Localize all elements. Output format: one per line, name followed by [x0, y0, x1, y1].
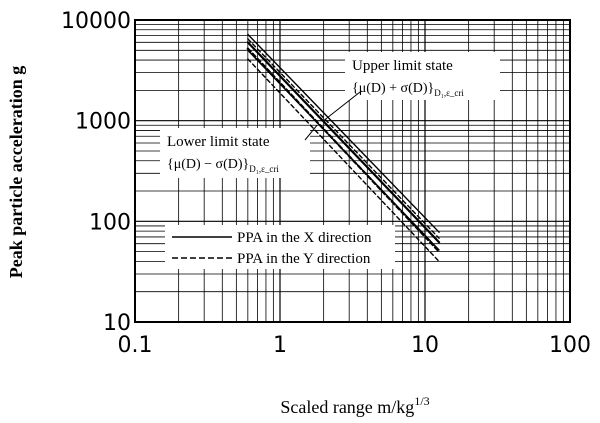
data-series	[246, 33, 441, 263]
annotation-upper-formula: {μ(D) + σ(D)}D₁,ε_cri	[352, 81, 464, 98]
legend-label-x-direction: PPA in the X direction	[237, 230, 372, 246]
series-line-lower-dashed-5	[247, 58, 440, 263]
annotation-upper-title: Upper limit state	[352, 58, 453, 74]
annotation-lower-title: Lower limit state	[167, 134, 270, 150]
annotation-lower-limit: Lower limit state {μ(D) − σ(D)}D₁,ε_cri	[160, 124, 318, 178]
plot-frame	[134, 19, 571, 323]
series-line-upper-solid-2	[247, 33, 440, 233]
x-tick-label: 100	[549, 333, 591, 358]
legend: PPA in the X direction PPA in the Y dire…	[165, 225, 395, 269]
y-tick-label: 100	[89, 210, 131, 235]
x-axis-title-exponent: 1/3	[414, 394, 429, 408]
annotation-lower-box	[160, 128, 310, 178]
annotation-lower-formula: {μ(D) − σ(D)}D₁,ε_cri	[167, 157, 279, 174]
y-tick-label: 1000	[75, 110, 131, 135]
series-line-ppa-in-the-x-direction-0	[246, 41, 441, 244]
series-line-lower-solid-4	[247, 49, 440, 251]
x-tick-label: 10	[411, 333, 439, 358]
y-axis-title: Peak particle acceleration g	[6, 66, 26, 278]
annotation-upper-limit: Upper limit state {μ(D) + σ(D)}D₁,ε_cri	[323, 52, 500, 122]
legend-box	[165, 225, 395, 269]
x-tick-label: 0.1	[118, 333, 153, 358]
annotation-upper-box	[345, 52, 500, 100]
legend-label-y-direction: PPA in the Y direction	[237, 251, 371, 267]
annotation-upper-subscript: D₁,ε_cri	[434, 88, 464, 98]
x-tick-label: 1	[273, 333, 287, 358]
x-axis-title: Scaled range m/kg1/3	[280, 394, 429, 417]
annotation-upper-arrow	[323, 91, 361, 122]
annotation-lower-subscript: D₁,ε_cri	[249, 164, 279, 174]
y-tick-label: 10	[103, 311, 131, 336]
annotation-lower-arrow	[304, 124, 318, 141]
series-line-upper-dashed-3	[247, 38, 440, 239]
tick-labels: 0.1 1 10 100 10 100 1000 10000	[61, 9, 591, 358]
y-tick-label: 10000	[61, 9, 131, 34]
